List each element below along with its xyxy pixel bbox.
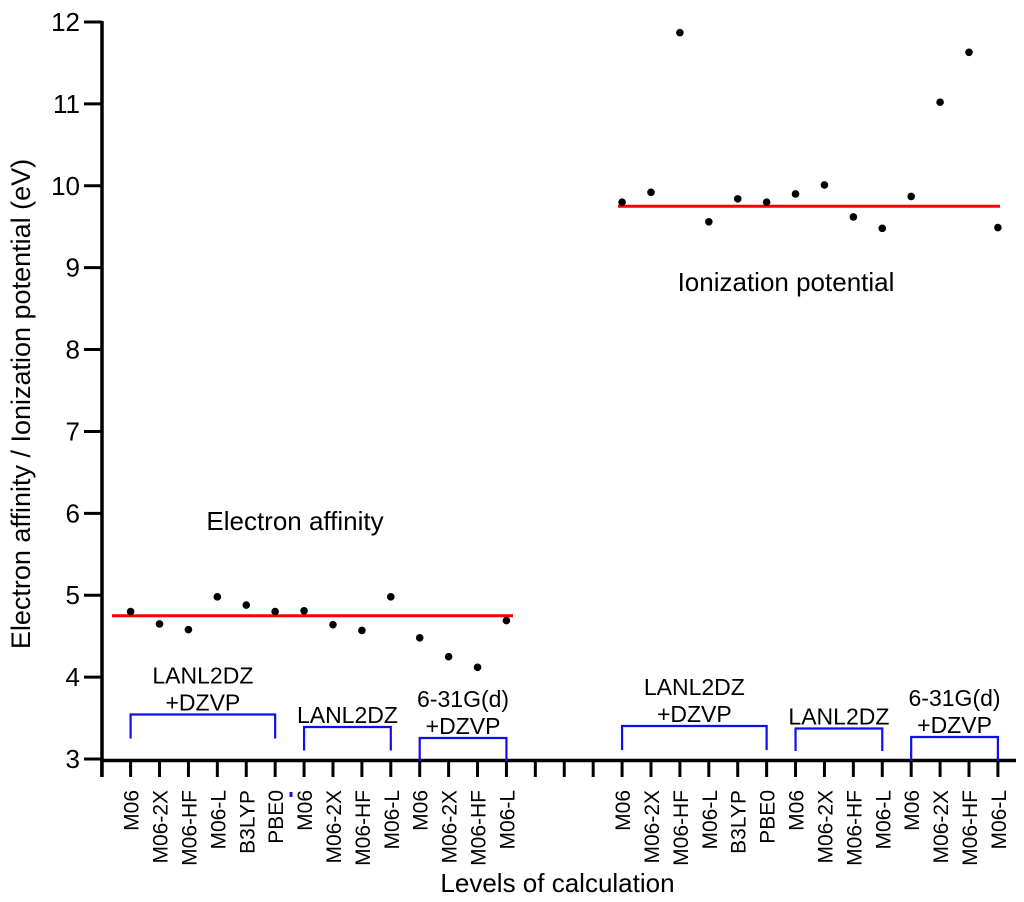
basis-bracket-label: 6-31G(d) [909, 685, 1001, 711]
x-tick-label: M06-2X [641, 790, 664, 864]
basis-bracket [910, 735, 1000, 761]
electron-affinity-data-point [502, 616, 511, 625]
x-tick-label: M06-L [496, 790, 519, 850]
electron-affinity-data-point [155, 620, 164, 628]
x-tick-label: PBE0 [265, 790, 288, 844]
x-tick-label: M06-2X [814, 790, 837, 864]
electron-affinity-data-point [415, 634, 424, 642]
x-tick-label: M06 [121, 790, 144, 831]
x-tick-label: M06-2X [150, 790, 173, 864]
x-tick-label: M06-L [872, 790, 895, 850]
basis-bracket [302, 725, 392, 751]
electron-affinity-data-point [242, 601, 251, 609]
x-tick-label: M06-HF [959, 790, 982, 866]
ionization-potential-data-point [965, 48, 973, 57]
x-tick-label: M06-HF [843, 790, 866, 866]
x-tick-label: M06 [901, 790, 924, 831]
electron-affinity-annotation: Electron affinity [206, 506, 383, 536]
electron-affinity-data-point [126, 607, 135, 616]
ionization-potential-data-point [705, 218, 713, 226]
y-tick-label: 4 [66, 662, 80, 692]
ionization-potential-data-point [647, 188, 655, 197]
ionization-potential-data-point [676, 28, 684, 37]
electron-affinity-data-point [184, 625, 193, 634]
x-tick-label: M06 [786, 790, 809, 831]
basis-bracket [794, 727, 884, 751]
electron-affinity-data-point [300, 606, 308, 615]
basis-bracket [129, 713, 277, 739]
x-tick-label: M06-L [988, 790, 1011, 850]
ionization-potential-data-point [791, 190, 800, 198]
x-tick-label: M06 [410, 790, 433, 831]
electron-affinity-data-point [444, 652, 453, 661]
y-tick-label: 5 [66, 580, 80, 610]
x-axis-title: Levels of calculation [440, 868, 674, 898]
x-tick-label: M06-L [207, 790, 230, 850]
ionization-potential-data-point [936, 98, 944, 107]
stray-mark [289, 792, 293, 797]
electron-affinity-data-point [329, 620, 337, 629]
x-tick-label: M06-2X [323, 790, 346, 864]
ionization-potential-data-point [878, 224, 887, 233]
ionization-potential-data-point [762, 198, 771, 206]
basis-bracket-label: +DZVP [165, 690, 240, 716]
x-tick-label: M06-HF [468, 790, 491, 866]
y-tick-label: 12 [51, 7, 80, 37]
basis-bracket-label: LANL2DZ [788, 704, 889, 730]
basis-bracket-label: +DZVP [917, 712, 992, 738]
ionization-potential-data-point [994, 223, 1002, 232]
x-tick-label: M06-L [699, 790, 722, 850]
ionization-potential-data-point [907, 192, 915, 201]
electron-affinity-data-point [213, 593, 222, 601]
y-axis-title: Electron affinity / Ionization potential… [6, 159, 36, 649]
electron-affinity-data-point [271, 607, 279, 616]
x-tick-label: B3LYP [236, 790, 259, 854]
x-tick-label: M06-HF [178, 790, 201, 866]
ionization-potential-annotation: Ionization potential [678, 267, 895, 297]
electron-affinity-data-point [358, 626, 366, 635]
x-tick-label: M06 [294, 790, 317, 831]
basis-bracket-label: +DZVP [426, 713, 501, 739]
y-tick-label: 9 [66, 253, 80, 283]
x-tick-label: M06-2X [439, 790, 462, 864]
basis-bracket [418, 736, 508, 761]
basis-bracket-label: LANL2DZ [152, 663, 253, 689]
electron-affinity-data-point [473, 663, 482, 672]
y-tick-label: 6 [66, 498, 80, 528]
x-tick-label: M06 [612, 790, 635, 831]
basis-bracket [620, 724, 768, 750]
y-tick-label: 11 [53, 89, 80, 119]
electron-affinity-data-point [387, 593, 395, 601]
ionization-potential-data-point [733, 195, 742, 203]
basis-bracket-label: LANL2DZ [297, 702, 398, 728]
ionization-potential-data-point [849, 213, 858, 221]
y-tick-label: 3 [66, 744, 80, 774]
ionization-potential-data-point [618, 198, 626, 206]
basis-bracket-label: 6-31G(d) [417, 686, 509, 712]
ionization-potential-data-point [820, 181, 829, 189]
y-tick-label: 7 [66, 416, 80, 446]
x-tick-label: PBE0 [757, 790, 780, 844]
x-tick-label: B3LYP [728, 790, 751, 854]
x-tick-label: M06-HF [670, 790, 693, 866]
x-tick-label: M06-2X [930, 790, 953, 864]
y-tick-label: 10 [51, 171, 80, 201]
basis-bracket-label: LANL2DZ [644, 674, 745, 700]
x-tick-label: M06-L [381, 790, 404, 850]
basis-bracket-label: +DZVP [657, 701, 732, 727]
x-tick-label: M06-HF [352, 790, 375, 866]
y-tick-label: 8 [66, 335, 80, 365]
